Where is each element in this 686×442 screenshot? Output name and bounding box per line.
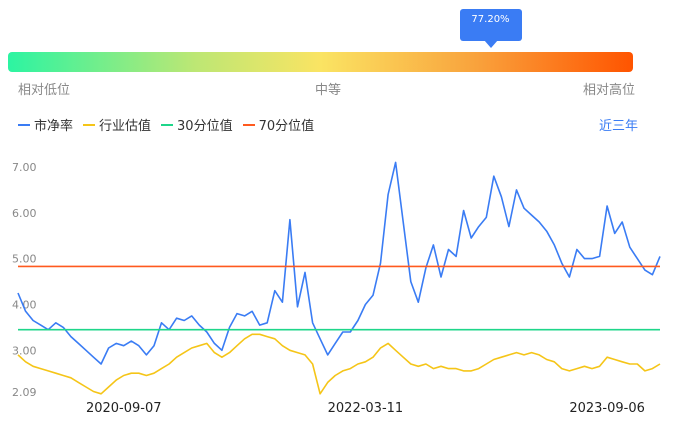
x-tick-label: 2022-03-11	[328, 401, 404, 416]
gauge-low-label: 相对低位	[18, 83, 71, 98]
pb-series-line	[17, 161, 661, 365]
legend-item-p30[interactable]: 30分位值	[161, 115, 233, 134]
legend-p30-line-icon	[161, 123, 174, 126]
gauge-mid-label: 中等	[315, 83, 342, 98]
legend-pb-line-icon	[18, 123, 30, 126]
legend-item-p70[interactable]: 70分位值	[242, 115, 315, 134]
legend-industry-label: 行业估值	[99, 119, 152, 134]
valuation-gauge-bar	[8, 52, 633, 72]
percentile-tooltip: 77.20%	[459, 9, 522, 41]
x-tick-label: 2020-09-07	[86, 401, 162, 416]
y-tick-label: 7.00	[12, 161, 37, 174]
legend-p70-line-icon	[242, 123, 255, 126]
legend-pb-label: 市净率	[34, 119, 74, 134]
legend-industry-line-icon	[83, 123, 96, 126]
y-tick-label: 5.00	[12, 253, 37, 266]
y-tick-label: 4.00	[12, 298, 37, 311]
y-tick-label: 6.00	[12, 207, 37, 220]
x-tick-label: 2023-09-06	[569, 401, 645, 416]
tooltip-pointer-icon	[483, 40, 498, 48]
gauge-high-label: 相对高位	[583, 83, 636, 98]
legend-item-industry[interactable]: 行业估值	[83, 115, 151, 134]
chart-legend: 市净率 行业估值 30分位值 70分位值	[18, 115, 324, 134]
industry-series-line	[17, 333, 661, 395]
legend-item-pb[interactable]: 市净率	[18, 115, 73, 134]
y-tick-label: 2.09	[12, 386, 37, 399]
y-tick-label: 3.00	[12, 344, 37, 357]
legend-p70-label: 70分位值	[258, 119, 315, 134]
valuation-line-chart: 7.00 6.00 5.00 4.00 3.00 2.09 2020-09-07 2022-0…	[12, 161, 661, 416]
range-selector-three-years[interactable]: 近三年	[599, 119, 639, 134]
percentile-value: 77.20%	[471, 14, 510, 25]
legend-p30-label: 30分位值	[177, 119, 233, 134]
